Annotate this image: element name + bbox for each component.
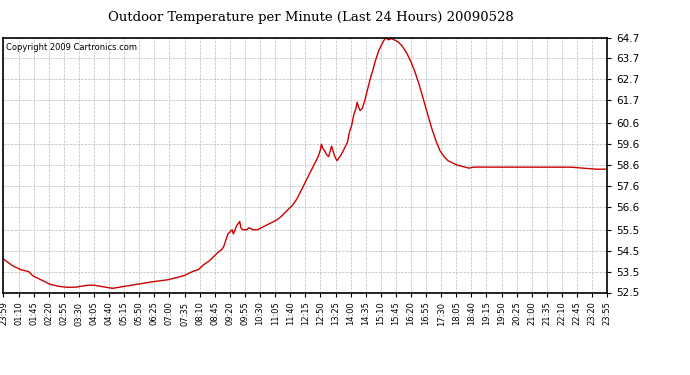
Text: Copyright 2009 Cartronics.com: Copyright 2009 Cartronics.com — [6, 43, 137, 52]
Text: Outdoor Temperature per Minute (Last 24 Hours) 20090528: Outdoor Temperature per Minute (Last 24 … — [108, 11, 513, 24]
